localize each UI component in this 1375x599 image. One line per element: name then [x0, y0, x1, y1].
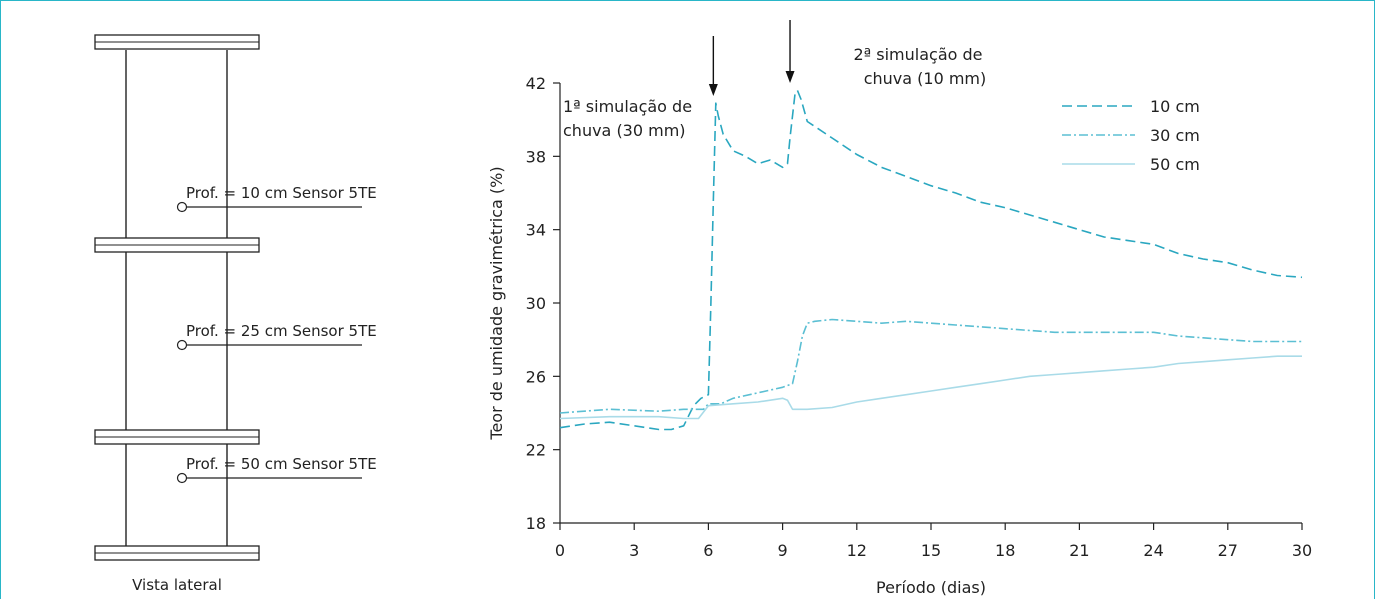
column-plate [94, 237, 260, 253]
sensor-50cm-label: Prof. = 50 cm Sensor 5TE [186, 455, 377, 473]
column-plate [94, 429, 260, 445]
sensors: Prof. = 10 cm Sensor 5TE Prof. = 25 cm S… [176, 184, 377, 484]
sensor-50cm: Prof. = 50 cm Sensor 5TE [176, 455, 377, 484]
sensor-25cm: Prof. = 25 cm Sensor 5TE [176, 322, 377, 351]
column-posts [125, 50, 228, 553]
column-plates [94, 34, 260, 561]
sensor-marker [176, 339, 188, 351]
column-plate [94, 34, 260, 50]
sensor-25cm-label: Prof. = 25 cm Sensor 5TE [186, 322, 377, 340]
sensor-marker [176, 201, 188, 213]
column-plate [94, 545, 260, 561]
sensor-diagram: Prof. = 10 cm Sensor 5TE Prof. = 25 cm S… [94, 34, 377, 594]
sensor-10cm-label: Prof. = 10 cm Sensor 5TE [186, 184, 377, 202]
sensor-10cm: Prof. = 10 cm Sensor 5TE [176, 184, 377, 213]
sensor-marker [176, 472, 188, 484]
diagram-caption: Vista lateral [132, 576, 222, 594]
